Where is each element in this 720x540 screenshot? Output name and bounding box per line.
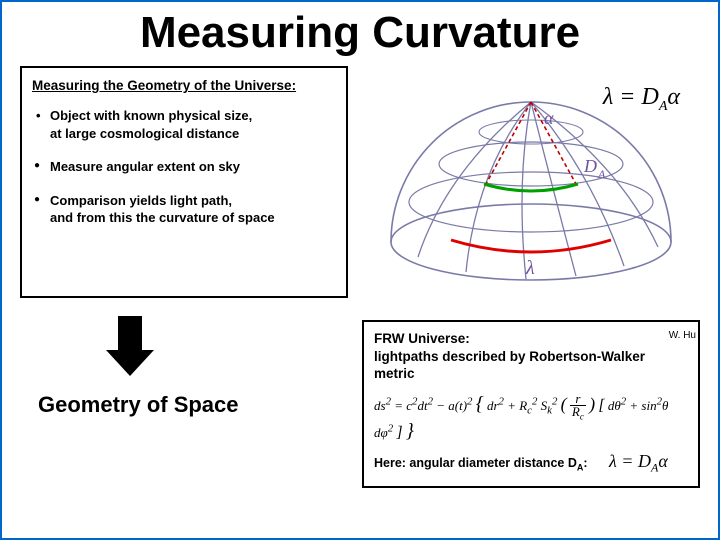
hemisphere-diagram: α D A λ — [362, 66, 700, 298]
frw-metric: ds2 = c2dt2 − a(t)2 { dr2 + Rc2 Sk2 ( r … — [374, 393, 688, 444]
da-label: D — [583, 156, 597, 176]
here-line: Here: angular diameter distance DA: λ = … — [374, 451, 688, 476]
hemisphere-svg: α D A λ — [376, 72, 686, 292]
geometry-of-space-label: Geometry of Space — [38, 392, 239, 418]
bullet-2: Measure angular extent on sky — [36, 158, 336, 176]
bottom-row: Geometry of Space FRW Universe: lightpat… — [2, 320, 718, 488]
bullet-3: Comparison yields light path, and from t… — [36, 192, 336, 227]
bullet-list: Object with known physical size, at larg… — [32, 107, 336, 227]
frw-panel: FRW Universe: lightpaths described by Ro… — [362, 320, 700, 488]
bottom-left: Geometry of Space — [20, 320, 348, 488]
bullet-1: Object with known physical size, at larg… — [36, 107, 336, 142]
left-heading: Measuring the Geometry of the Universe: — [32, 78, 336, 93]
down-arrow-icon — [106, 316, 154, 376]
left-text-panel: Measuring the Geometry of the Universe: … — [20, 66, 348, 298]
diagram-credit: W. Hu — [669, 330, 696, 341]
inline-formula: λ = DAα — [609, 451, 668, 471]
top-row: Measuring the Geometry of the Universe: … — [2, 66, 718, 298]
slide-title: Measuring Curvature — [2, 2, 718, 66]
frw-title: FRW Universe: lightpaths described by Ro… — [374, 330, 688, 383]
alpha-label: α — [544, 108, 554, 128]
lambda-label: λ — [525, 257, 535, 279]
da-sub: A — [597, 167, 606, 181]
